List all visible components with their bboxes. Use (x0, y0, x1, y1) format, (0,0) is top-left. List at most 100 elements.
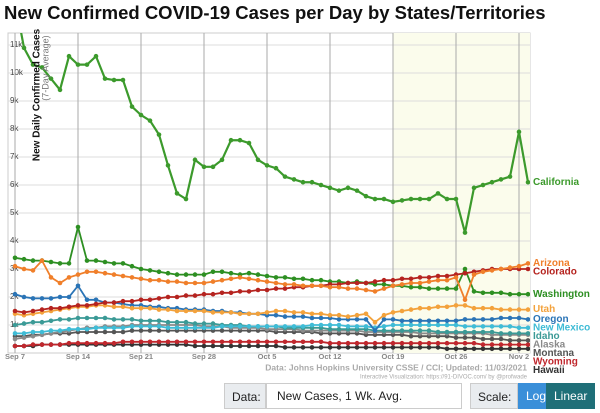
point (111, 340, 117, 346)
point (318, 315, 324, 321)
x-tick-label: Oct 12 (319, 352, 342, 361)
point (147, 118, 153, 123)
point (192, 272, 198, 277)
point (39, 342, 45, 347)
point (21, 335, 27, 340)
point (498, 307, 504, 312)
point (516, 263, 522, 269)
point (102, 329, 108, 335)
series-line (14, 304, 528, 324)
point (66, 275, 72, 280)
point (264, 339, 270, 345)
point (219, 310, 225, 315)
point (192, 343, 198, 349)
point (39, 258, 45, 263)
point (300, 324, 306, 329)
point (264, 163, 270, 168)
point (273, 286, 279, 291)
point (336, 284, 342, 290)
point (489, 305, 495, 311)
series-label: Alaska (533, 340, 566, 351)
point (93, 269, 99, 275)
point (174, 308, 180, 314)
point (57, 305, 63, 311)
controls: Data: New Cases, 1 Wk. Avg. Scale: Log L… (224, 383, 596, 409)
point (381, 340, 387, 346)
point (120, 273, 126, 279)
point (138, 305, 144, 311)
point (480, 182, 486, 188)
point (48, 305, 54, 311)
point (399, 318, 405, 324)
point (165, 270, 171, 276)
point (246, 276, 252, 282)
point (471, 185, 477, 191)
point (453, 335, 459, 340)
point (372, 328, 378, 333)
point (291, 282, 297, 287)
point (129, 328, 135, 333)
point (291, 314, 297, 319)
point (318, 311, 324, 317)
point (525, 317, 530, 322)
point (183, 272, 189, 277)
point (237, 343, 243, 349)
point (408, 328, 414, 333)
point (462, 324, 468, 329)
point (417, 318, 423, 324)
point (462, 303, 468, 308)
point (471, 305, 477, 311)
point (165, 325, 171, 331)
series-label: Arizona (533, 258, 570, 269)
point (300, 179, 306, 185)
point (291, 345, 297, 350)
point (309, 283, 315, 289)
point (39, 329, 45, 335)
point (489, 336, 495, 342)
point (417, 345, 423, 350)
point (273, 280, 279, 286)
point (372, 340, 378, 346)
point (129, 305, 135, 311)
point (264, 343, 270, 349)
point (255, 287, 261, 293)
point (390, 277, 396, 283)
point (210, 339, 216, 345)
point (372, 345, 378, 350)
point (489, 346, 495, 352)
point (525, 261, 530, 266)
point (507, 324, 513, 329)
point (147, 339, 153, 345)
series-line (15, 340, 528, 347)
point (210, 343, 216, 349)
point (12, 322, 18, 328)
point (165, 339, 171, 345)
series-label: Utah (533, 304, 555, 315)
point (516, 315, 522, 321)
series-line (15, 329, 528, 342)
data-select[interactable]: New Cases, 1 Wk. Avg. (266, 383, 462, 409)
point (66, 317, 72, 322)
point (210, 310, 216, 315)
point (30, 342, 36, 347)
point (12, 255, 18, 261)
point (381, 282, 387, 287)
point (489, 317, 495, 322)
point (300, 339, 306, 345)
point (507, 338, 513, 343)
point (282, 339, 288, 345)
linear-button[interactable]: Linear (546, 383, 596, 409)
point (174, 325, 180, 331)
point (453, 340, 459, 346)
point (309, 277, 315, 283)
point (255, 157, 261, 163)
point (201, 308, 207, 314)
point (228, 270, 234, 276)
point (246, 270, 252, 276)
point (498, 177, 504, 182)
point (282, 314, 288, 319)
point (57, 317, 63, 322)
series-line (15, 324, 528, 335)
point (480, 346, 486, 352)
x-tick-label: Sep 28 (192, 352, 216, 361)
